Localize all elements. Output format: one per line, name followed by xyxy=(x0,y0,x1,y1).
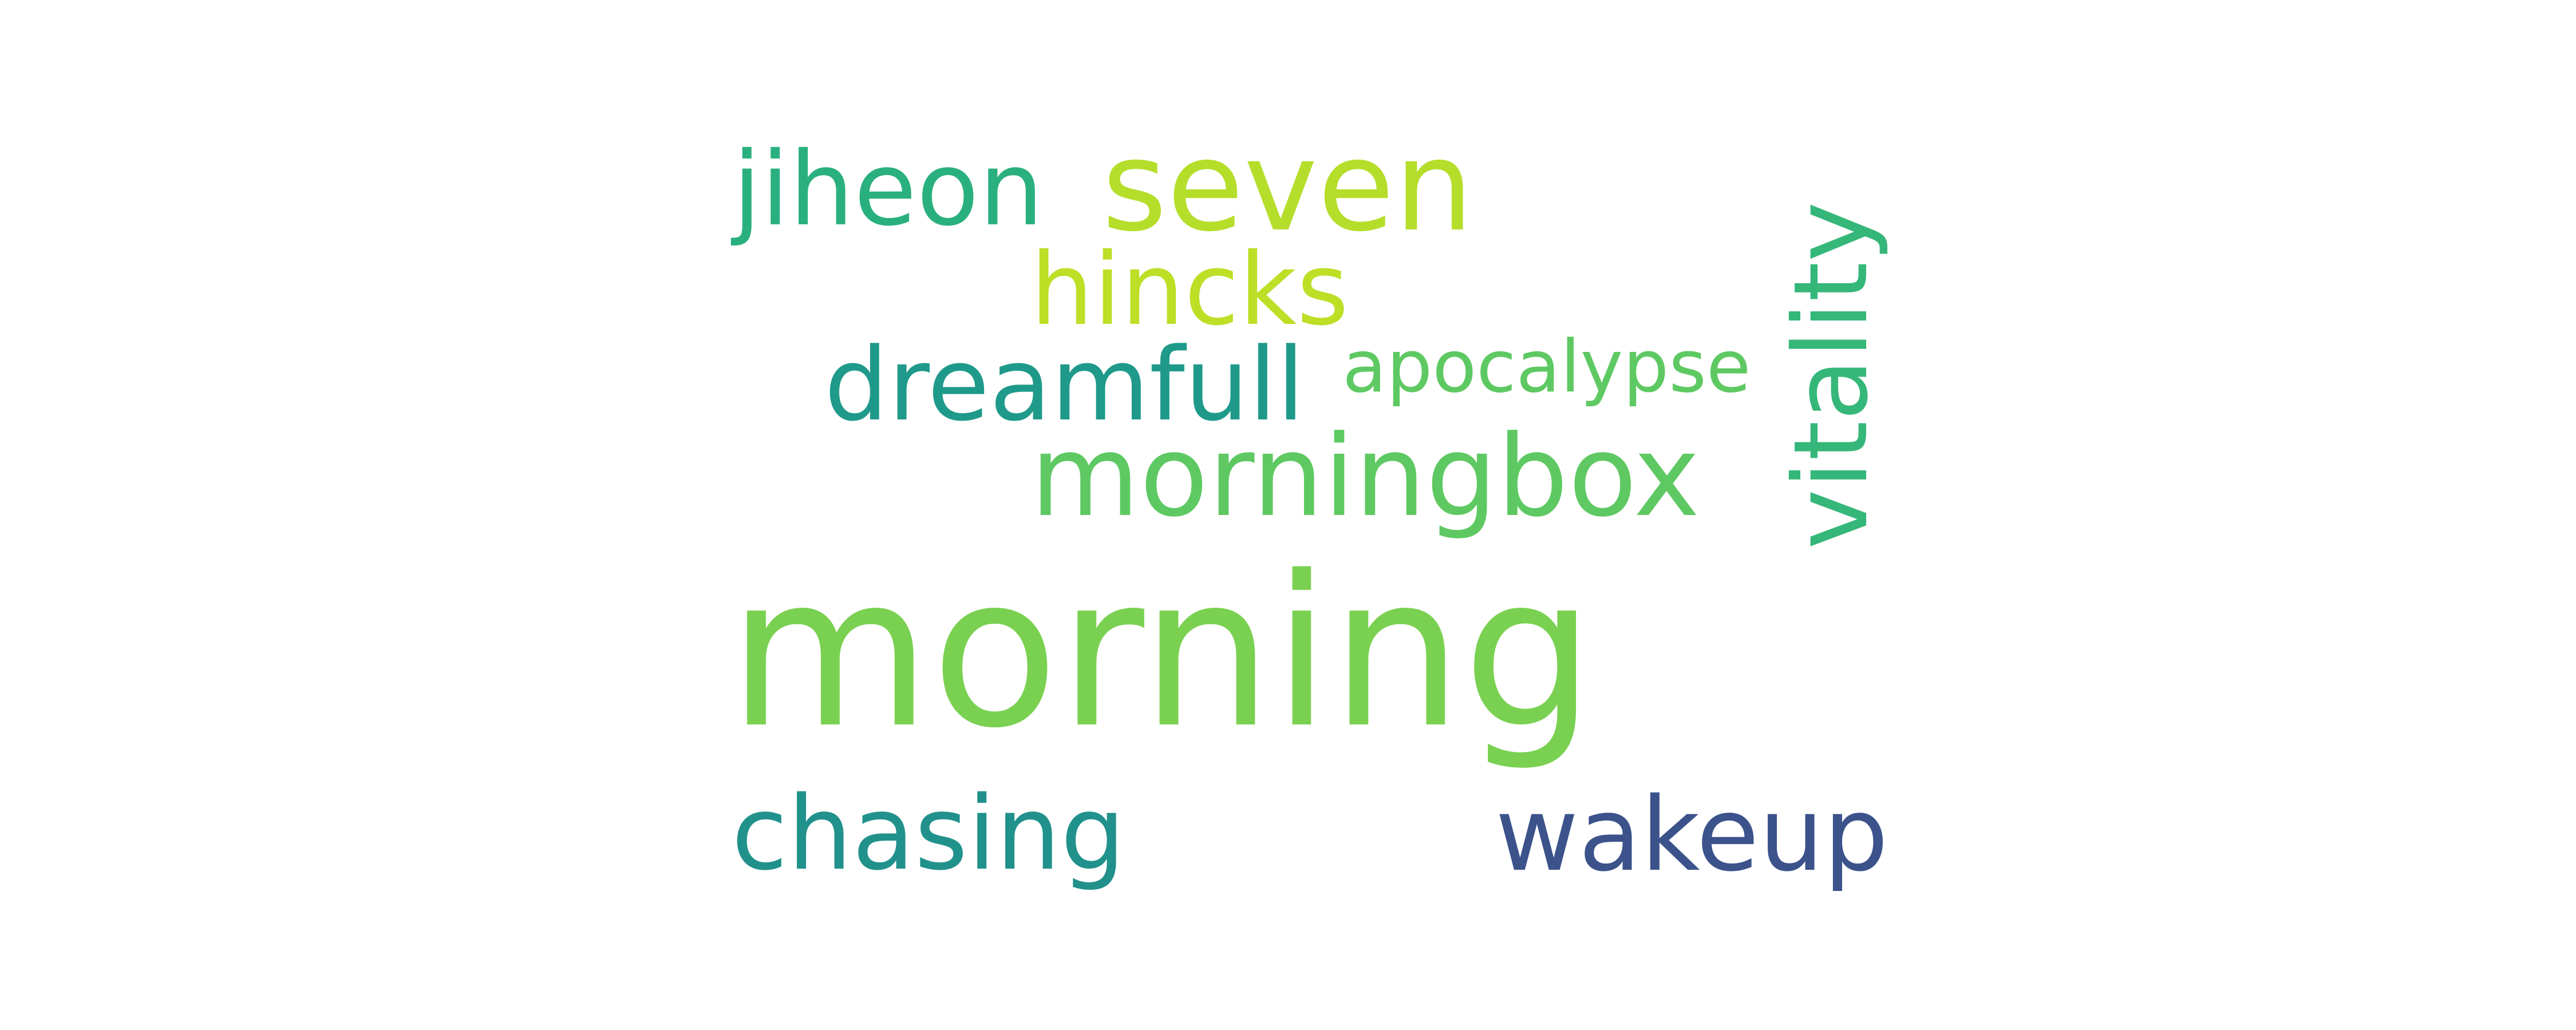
word-wakeup: wakeup xyxy=(1495,775,1888,894)
word-dreamfull: dreamfull xyxy=(824,326,1305,443)
word-jiheon: jiheon xyxy=(733,130,1044,248)
word-morning: morning xyxy=(728,531,1595,774)
word-hincks: hincks xyxy=(1030,232,1349,348)
word-seven: seven xyxy=(1102,114,1473,259)
word-vitality: chasing xyxy=(732,774,1125,893)
word-chasing: vitality xyxy=(1772,201,1890,549)
word-morningbox: morningbox xyxy=(1030,411,1700,542)
word-apocalypse: apocalypse xyxy=(1342,324,1751,409)
